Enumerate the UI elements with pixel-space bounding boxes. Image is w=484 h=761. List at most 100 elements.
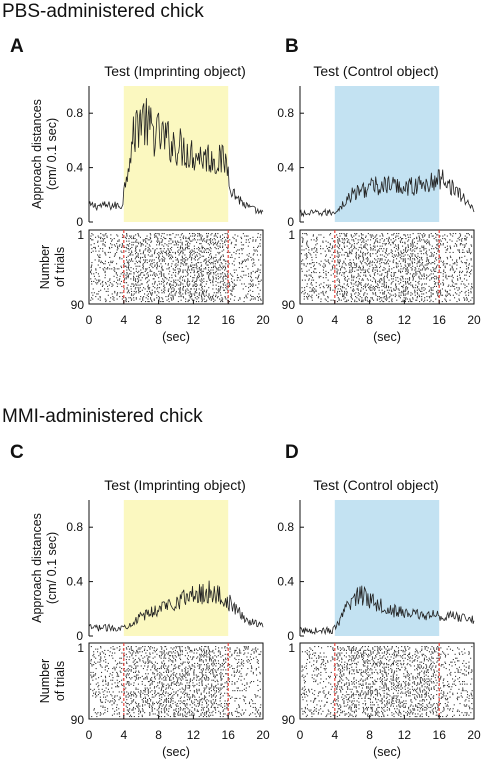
raster-dot	[147, 296, 149, 298]
raster-dot	[171, 246, 173, 248]
raster-dot	[208, 651, 210, 653]
raster-dot	[198, 660, 200, 662]
raster-dot	[127, 260, 129, 262]
raster-dot	[354, 301, 356, 303]
raster-dot	[383, 269, 385, 271]
raster-dot	[198, 233, 200, 235]
raster-dot	[109, 673, 111, 675]
raster-dot	[234, 258, 236, 260]
raster-dot	[224, 297, 226, 299]
raster-dot	[336, 275, 338, 277]
raster-dot	[371, 234, 373, 236]
raster-dot	[152, 704, 154, 706]
raster-dot	[147, 249, 149, 251]
raster-dot	[161, 647, 163, 649]
raster-dot	[206, 649, 208, 651]
raster-dot	[175, 691, 177, 693]
raster-dot	[139, 236, 141, 238]
raster-dot	[383, 255, 385, 257]
raster-dot	[408, 264, 410, 266]
raster-dot	[210, 263, 212, 265]
raster-dot	[128, 704, 130, 706]
raster-dot	[213, 703, 215, 705]
raster-dot	[208, 656, 210, 658]
raster-dot	[199, 657, 201, 659]
raster-dot	[366, 256, 368, 258]
raster-dot	[217, 289, 219, 291]
raster-dot	[213, 292, 215, 294]
raster-dot	[388, 270, 390, 272]
raster-dot	[167, 263, 169, 265]
raster-dot	[107, 684, 109, 686]
raster-dot	[368, 272, 370, 274]
raster-dot	[392, 278, 394, 280]
raster-dot	[359, 283, 361, 285]
raster-dot	[129, 669, 131, 671]
raster-dot	[147, 657, 149, 659]
raster-dot	[92, 250, 94, 252]
raster-dot	[94, 278, 96, 280]
raster-dot	[92, 288, 94, 290]
raster-dot	[415, 284, 417, 286]
raster-dot	[355, 256, 357, 258]
raster-dot	[371, 287, 373, 289]
raster-dot	[102, 713, 104, 715]
raster-dot	[138, 657, 140, 659]
raster-dot	[219, 264, 221, 266]
raster-dot	[388, 268, 390, 270]
raster-dot	[163, 288, 165, 290]
raster-dot	[183, 235, 185, 237]
raster-dot	[187, 258, 189, 260]
raster-dot	[175, 656, 177, 658]
raster-dot	[318, 277, 320, 279]
raster-dot	[372, 288, 374, 290]
raster-dot	[345, 234, 347, 236]
raster-dot	[140, 269, 142, 271]
raster-dot	[376, 262, 378, 264]
raster-dot	[126, 287, 128, 289]
x-tick-label: 12	[398, 313, 412, 327]
raster-dot	[137, 665, 139, 667]
raster-dot	[112, 691, 114, 693]
raster-dot	[464, 284, 466, 286]
raster-dot	[305, 258, 307, 260]
raster-dot	[94, 246, 96, 248]
raster-dot	[172, 660, 174, 662]
raster-dot	[219, 289, 221, 291]
raster-dot	[151, 710, 153, 712]
raster-dot	[234, 682, 236, 684]
raster-dot	[302, 241, 304, 243]
raster-dot	[230, 298, 232, 300]
raster-dot	[379, 282, 381, 284]
raster-dot	[255, 249, 257, 251]
raster-dot	[161, 652, 163, 654]
raster-dot	[355, 253, 357, 255]
raster-dot	[219, 651, 221, 653]
raster-dot	[303, 293, 305, 295]
raster-dot	[102, 268, 104, 270]
raster-dot	[384, 268, 386, 270]
raster-dot	[183, 258, 185, 260]
raster-dot	[241, 661, 243, 663]
raster-dot	[142, 253, 144, 255]
raster-dot	[178, 288, 180, 290]
raster-dot	[186, 703, 188, 705]
raster-dot	[104, 244, 106, 246]
raster-dot	[183, 703, 185, 705]
raster-dot	[457, 279, 459, 281]
raster-dot	[176, 681, 178, 683]
raster-dot	[355, 267, 357, 269]
raster-dot	[141, 675, 143, 677]
raster-dot	[253, 651, 255, 653]
raster-dot	[414, 273, 416, 275]
raster-dot	[220, 255, 222, 257]
raster-dot	[189, 669, 191, 671]
raster-dot	[186, 263, 188, 265]
raster-dot	[165, 697, 167, 699]
raster-dot	[205, 671, 207, 673]
raster-dot	[113, 297, 115, 299]
raster-dot	[161, 274, 163, 276]
raster-dot	[170, 706, 172, 708]
raster-dot	[156, 284, 158, 286]
raster-dot	[147, 298, 149, 300]
